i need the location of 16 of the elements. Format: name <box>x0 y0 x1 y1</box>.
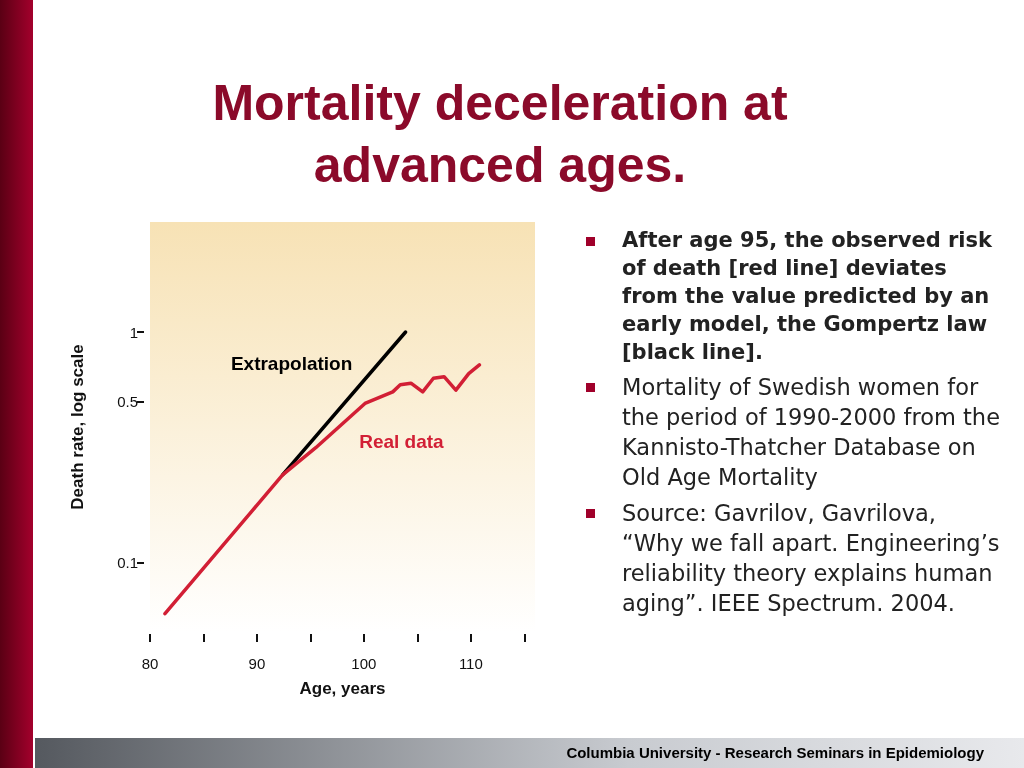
text: Columbia University - Research Seminars in Epidemiology <box>566 744 984 761</box>
source-note: Source: Gavrilov, Gavrilova, “Why we fall apart. Engineering’s reliability theory explains human aging”. IEEE Spectrum. 2004. <box>621 499 1000 618</box>
y-tick-label: 0.5 <box>117 392 138 410</box>
series-label: Extrapolation <box>230 352 353 374</box>
x-tick-label: 110 <box>458 655 483 672</box>
series-label: Real data <box>359 431 445 453</box>
chart-title: Mortality deceleration at advanced ages. <box>211 74 789 195</box>
text: After age 95, the observed risk of death [red line] deviates from the value predicted by an early model, the Gompertz law [black line]. <box>621 227 993 366</box>
y-tick-label: 0.1 <box>117 554 138 572</box>
x-axis-title: Age, years <box>299 679 386 698</box>
y-tick-label: 1 <box>129 323 138 341</box>
x-tick-label: 90 <box>248 655 266 672</box>
y-axis-title: Death rate, log scale <box>68 344 87 510</box>
x-tick-label: 100 <box>351 655 377 672</box>
x-tick-label: 80 <box>141 655 159 672</box>
text: Mortality of Swedish women for the period of 1990-2000 from the Kannisto-Thatcher Database on Old Age Mortality <box>621 373 1000 492</box>
